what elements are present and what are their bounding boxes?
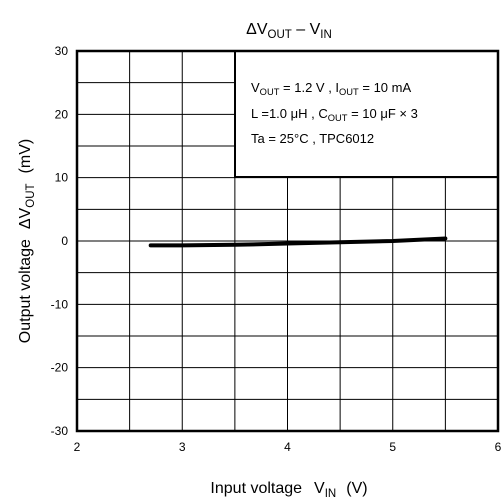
annotation-line-2: L =1.0 μH , COUT = 10 μF × 3 [251, 106, 418, 123]
x-tick-label: 3 [179, 440, 186, 454]
series-line [148, 236, 448, 248]
annotation-line-1: VOUT = 1.2 V , IOUT = 10 mA [251, 80, 411, 97]
y-tick-label: 20 [55, 107, 69, 121]
y-tick-label: -10 [51, 297, 69, 311]
x-axis-label: Input voltage VIN (V) [210, 480, 367, 500]
y-axis-label: Output voltageΔVOUT(mV) [17, 139, 37, 343]
x-tick-label: 5 [389, 440, 396, 454]
x-tick-label: 2 [74, 440, 81, 454]
y-tick-label: -30 [51, 424, 69, 438]
y-tick-label: 30 [55, 44, 69, 58]
y-tick-label: -20 [51, 361, 69, 375]
y-axis-ticks: 30 20 10 0 -10 -20 -30 [51, 44, 69, 438]
x-axis-ticks: 2 3 4 5 6 [74, 440, 502, 454]
annotation-line-3: Ta = 25°C , TPC6012 [251, 131, 374, 146]
x-tick-label: 4 [284, 440, 291, 454]
x-tick-label: 6 [495, 440, 502, 454]
chart-title: ΔVOUT – VIN [246, 21, 332, 41]
y-tick-label: 0 [61, 234, 68, 248]
y-tick-label: 10 [55, 171, 69, 185]
plot-frame [75, 49, 500, 433]
